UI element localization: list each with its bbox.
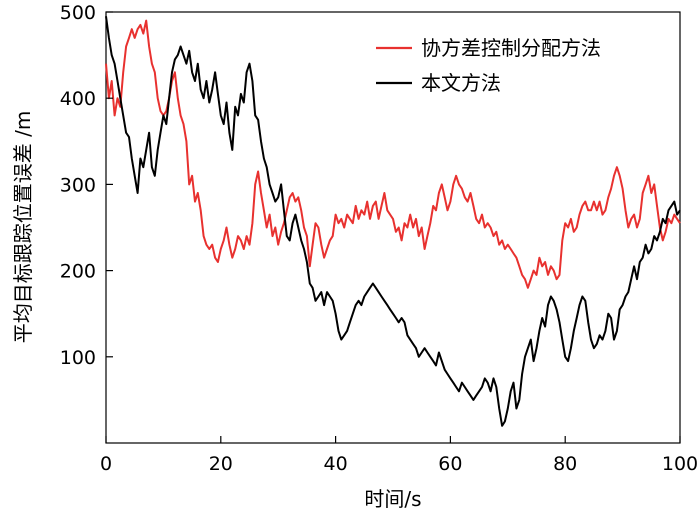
series-layer: [105, 16, 681, 427]
y-axis-title: 平均目标跟踪位置误差 /m: [11, 111, 35, 344]
x-tick-label: 80: [553, 453, 577, 475]
y-tick-label: 400: [60, 88, 96, 110]
series-line-proposed: [105, 16, 681, 427]
y-tick-label: 300: [60, 174, 96, 196]
x-tick-label: 20: [209, 453, 233, 475]
y-tick-label: 500: [60, 2, 96, 24]
legend: 协方差控制分配方法 本文方法: [376, 36, 601, 95]
x-tick-label: 40: [324, 453, 348, 475]
y-tick-label: 100: [60, 347, 96, 369]
x-axis-title: 时间/s: [364, 487, 421, 511]
y-tick-label: 200: [60, 261, 96, 283]
plot-area: [105, 11, 681, 444]
x-tick-label: 0: [100, 453, 112, 475]
y-axis: 100 200 300 400 500: [60, 2, 113, 369]
legend-label-cov: 协方差控制分配方法: [421, 36, 601, 60]
x-tick-label: 100: [662, 453, 698, 475]
legend-label-proposed: 本文方法: [421, 71, 501, 95]
series-line-covariance: [105, 19, 681, 289]
plot-frame: [105, 11, 681, 444]
x-tick-label: 60: [438, 453, 462, 475]
x-axis: 0 20 40 60 80 100: [100, 436, 698, 475]
